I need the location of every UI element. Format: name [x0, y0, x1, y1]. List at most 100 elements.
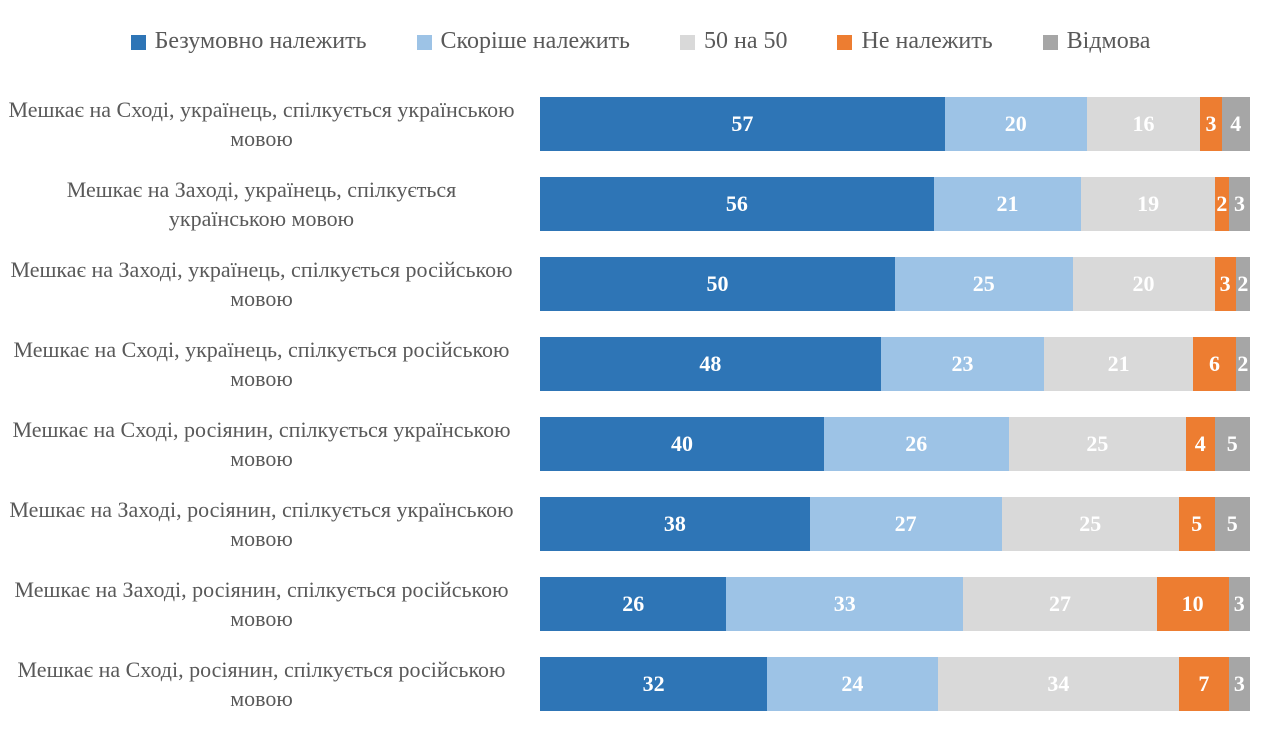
bar-segment: 3 [1214, 257, 1236, 312]
legend-swatch-icon [679, 35, 695, 50]
stacked-bar: 26 33 27 10 3 [540, 577, 1251, 632]
segment-value-label: 50 [706, 271, 729, 297]
segment-value-label: 3 [1219, 271, 1231, 297]
bar-segment: 5 [1179, 497, 1215, 552]
stacked-bar: 50 25 20 3 2 [540, 257, 1250, 312]
chart-row: Мешкає на Сході, росіянин, спілкується у… [0, 415, 1281, 473]
category-label: Мешкає на Заході, українець, спілкується… [10, 257, 513, 312]
stacked-bar: 40 26 25 4 5 [540, 417, 1250, 472]
segment-value-label: 27 [894, 511, 917, 537]
bar-segment: 50 [540, 257, 895, 312]
legend-swatch-icon [1042, 35, 1058, 50]
bar-segment: 2 [1235, 337, 1250, 392]
bar-segment: 26 [540, 577, 727, 632]
segment-value-label: 16 [1132, 111, 1155, 137]
legend-label: Відмова [1066, 28, 1151, 54]
bar-segment: 24 [767, 657, 938, 712]
segment-value-label: 4 [1194, 431, 1206, 457]
stacked-bar: 57 20 16 3 4 [540, 97, 1250, 152]
bar-segment: 2 [1214, 177, 1229, 232]
bar-segment: 3 [1228, 577, 1251, 632]
legend-item: Скоріше належить [416, 28, 630, 55]
chart-legend: Безумовно належить Скоріше належить 50 на … [0, 0, 1281, 55]
segment-value-label: 3 [1233, 671, 1245, 697]
category-label: Мешкає на Заході, росіянин, спілкується … [9, 497, 514, 552]
bar-segment: 20 [1072, 257, 1215, 312]
segment-value-label: 57 [731, 111, 754, 137]
segment-value-label: 7 [1198, 671, 1210, 697]
legend-label: Скоріше належить [440, 28, 630, 54]
bar-segment: 48 [540, 337, 881, 392]
bar-segment: 4 [1186, 417, 1215, 472]
stacked-bar: 38 27 25 5 5 [540, 497, 1250, 552]
stacked-bar: 48 23 21 6 2 [540, 337, 1250, 392]
segment-value-label: 26 [905, 431, 928, 457]
segment-value-label: 38 [663, 511, 686, 537]
chart-row: Мешкає на Сході, українець, спілкується … [0, 335, 1281, 393]
bar-segment: 33 [726, 577, 964, 632]
segment-value-label: 20 [1132, 271, 1155, 297]
bar-segment: 56 [540, 177, 934, 232]
segment-value-label: 3 [1205, 111, 1217, 137]
stacked-bar: 32 24 34 7 3 [540, 657, 1251, 712]
bar-segment: 2 [1235, 257, 1250, 312]
segment-value-label: 32 [642, 671, 665, 697]
bar-segment: 25 [1008, 417, 1187, 472]
bar-segment: 3 [1228, 177, 1250, 232]
segment-value-label: 25 [972, 271, 995, 297]
bar-segment: 19 [1081, 177, 1215, 232]
bar-segment: 20 [944, 97, 1087, 152]
bar-segment: 38 [540, 497, 810, 552]
bar-segment: 34 [937, 657, 1180, 712]
bar-segment: 27 [809, 497, 1002, 552]
bar-segment: 32 [540, 657, 768, 712]
segment-value-label: 20 [1004, 111, 1027, 137]
chart-row: Мешкає на Заході, росіянин, спілкується … [0, 495, 1281, 553]
segment-value-label: 5 [1226, 431, 1238, 457]
segment-value-label: 40 [671, 431, 693, 457]
chart-row: Мешкає на Заході, українець, спілкується… [0, 175, 1281, 233]
legend-swatch-icon [837, 35, 853, 50]
bar-segment: 23 [880, 337, 1045, 392]
segment-value-label: 3 [1233, 591, 1245, 617]
segment-value-label: 48 [699, 351, 722, 377]
chart-row: Мешкає на Заході, росіянин, спілкується … [0, 575, 1281, 633]
chart-row: Мешкає на Заході, українець, спілкується… [0, 255, 1281, 313]
segment-value-label: 10 [1181, 591, 1204, 617]
segment-value-label: 34 [1047, 671, 1070, 697]
segment-value-label: 26 [622, 591, 645, 617]
bar-segment: 5 [1214, 497, 1250, 552]
bar-segment: 3 [1200, 97, 1222, 152]
bar-segment: 27 [963, 577, 1157, 632]
segment-value-label: 33 [833, 591, 856, 617]
bar-segment: 4 [1221, 97, 1250, 152]
segment-value-label: 2 [1237, 351, 1249, 377]
bar-segment: 40 [540, 417, 824, 472]
category-label: Мешкає на Сході, росіянин, спілкується у… [12, 417, 511, 472]
segment-value-label: 23 [951, 351, 974, 377]
segment-value-label: 2 [1216, 191, 1228, 217]
category-label: Мешкає на Заході, росіянин, спілкується … [14, 577, 509, 632]
segment-value-label: 6 [1208, 351, 1220, 377]
segment-value-label: 5 [1226, 511, 1238, 537]
segment-value-label: 56 [725, 191, 748, 217]
bar-segment: 3 [1228, 657, 1251, 712]
stacked-bar: 56 21 19 2 3 [540, 177, 1250, 232]
segment-value-label: 21 [996, 191, 1019, 217]
bar-segment: 16 [1086, 97, 1201, 152]
legend-swatch-icon [130, 35, 146, 50]
category-label: Мешкає на Сході, українець, спілкується … [13, 337, 510, 392]
segment-value-label: 25 [1086, 431, 1109, 457]
legend-item: Не належить [837, 28, 993, 55]
segment-value-label: 24 [841, 671, 864, 697]
category-label: Мешкає на Сході, росіянин, спілкується р… [17, 657, 506, 712]
bar-segment: 21 [1044, 337, 1194, 392]
legend-swatch-icon [416, 35, 432, 50]
bar-segment: 25 [895, 257, 1073, 312]
bar-segment: 25 [1001, 497, 1179, 552]
legend-label: Не належить [861, 28, 993, 54]
category-label: Мешкає на Сході, українець, спілкується … [8, 97, 515, 152]
legend-item: Відмова [1042, 28, 1151, 55]
category-label: Мешкає на Заході, українець, спілкується… [66, 177, 457, 232]
legend-item: Безумовно належить [130, 28, 367, 55]
